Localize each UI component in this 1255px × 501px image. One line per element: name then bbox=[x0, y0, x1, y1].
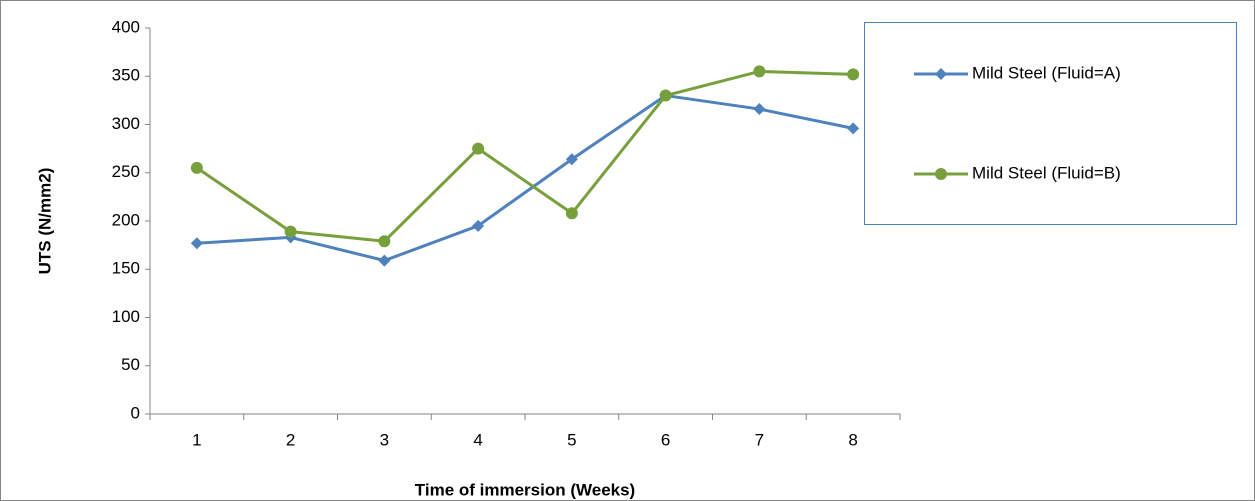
marker bbox=[190, 161, 203, 174]
marker bbox=[472, 142, 485, 155]
legend-label: Mild Steel (Fluid=B) bbox=[972, 163, 1121, 182]
marker bbox=[284, 225, 297, 238]
legend-box bbox=[864, 22, 1237, 225]
x-tick-label: 4 bbox=[473, 430, 482, 449]
marker bbox=[935, 68, 947, 80]
x-tick-label: 3 bbox=[380, 430, 389, 449]
x-tick-label: 8 bbox=[848, 430, 857, 449]
y-tick-label: 350 bbox=[112, 66, 140, 85]
x-tick-label: 7 bbox=[755, 430, 764, 449]
marker bbox=[472, 219, 485, 232]
x-axis-title: Time of immersion (Weeks) bbox=[415, 480, 635, 499]
marker bbox=[847, 68, 860, 81]
legend-label: Mild Steel (Fluid=A) bbox=[972, 63, 1121, 82]
y-axis-title: UTS (N/mm2) bbox=[35, 168, 54, 275]
y-tick-label: 250 bbox=[112, 162, 140, 181]
y-tick-label: 400 bbox=[112, 17, 140, 36]
marker bbox=[190, 237, 203, 250]
marker bbox=[659, 89, 672, 102]
y-tick-label: 100 bbox=[112, 307, 140, 326]
marker bbox=[847, 122, 860, 135]
x-tick-label: 2 bbox=[286, 430, 295, 449]
x-tick-label: 1 bbox=[192, 430, 201, 449]
y-tick-label: 150 bbox=[112, 259, 140, 278]
marker bbox=[378, 235, 391, 248]
marker bbox=[753, 103, 766, 116]
marker bbox=[753, 65, 766, 78]
y-tick-label: 0 bbox=[131, 403, 140, 422]
marker bbox=[565, 153, 578, 166]
x-tick-label: 5 bbox=[567, 430, 576, 449]
y-tick-label: 50 bbox=[121, 355, 140, 374]
x-tick-label: 6 bbox=[661, 430, 670, 449]
series-line bbox=[196, 94, 854, 263]
y-tick-label: 200 bbox=[112, 210, 140, 229]
marker bbox=[378, 254, 391, 267]
marker bbox=[565, 207, 578, 220]
y-tick-label: 300 bbox=[112, 114, 140, 133]
series-line bbox=[196, 69, 854, 243]
marker bbox=[935, 168, 947, 180]
